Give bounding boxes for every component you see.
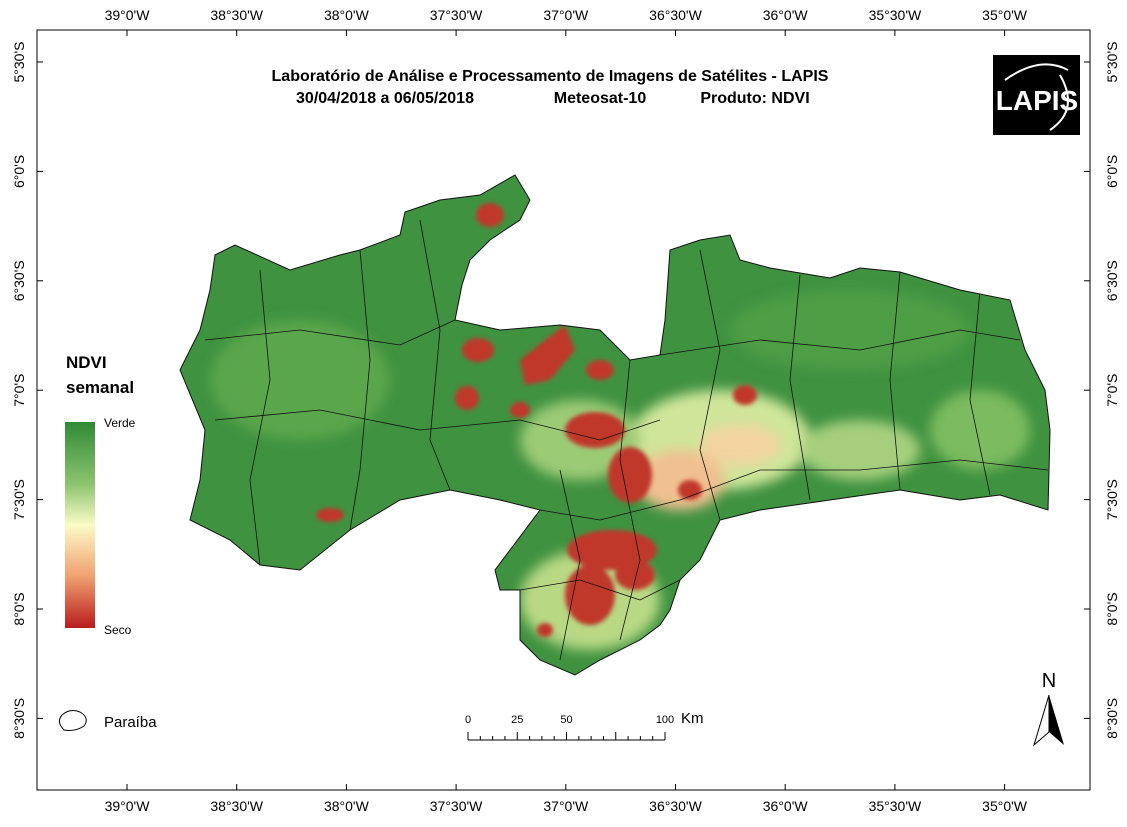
longitude-label: 35°30'W	[869, 798, 922, 814]
latitude-label: 7°30'S	[1104, 479, 1120, 520]
longitude-label: 37°0'W	[543, 798, 589, 814]
map-subtitle: Meteosat-10	[554, 90, 647, 107]
scale-label: 100	[656, 714, 674, 726]
latitude-label: 8°30'S	[1104, 698, 1120, 739]
longitude-label: 36°30'W	[649, 798, 702, 814]
legend-title: NDVI	[66, 353, 107, 372]
latitude-label: 5°30'S	[1104, 42, 1120, 83]
latitude-label: 7°0'S	[1104, 374, 1120, 407]
graticule-labels: 39°0'W 39°0'W 38°30'W 38°30'W 38°0'W 38°0'W 37…	[11, 7, 1120, 814]
legend-title: semanal	[66, 378, 134, 397]
longitude-label: 37°30'W	[430, 798, 483, 814]
scale-bar: 0 25 50 100 Km	[465, 710, 704, 741]
legend-ramp	[65, 422, 95, 628]
latitude-label: 6°0'S	[11, 155, 27, 188]
longitude-label: 35°0'W	[982, 7, 1028, 23]
latitude-label: 6°30'S	[1104, 260, 1120, 301]
map-subtitle: 30/04/2018 a 06/05/2018	[296, 90, 474, 107]
legend-label: Seco	[104, 623, 132, 637]
legend-label: Verde	[104, 416, 136, 430]
longitude-label: 37°0'W	[543, 7, 589, 23]
longitude-label: 36°30'W	[649, 7, 702, 23]
scale-unit: Km	[681, 710, 704, 727]
longitude-label: 38°30'W	[210, 798, 263, 814]
latitude-label: 8°30'S	[11, 698, 27, 739]
graticule-ticks	[37, 30, 1090, 790]
longitude-label: 35°0'W	[982, 798, 1028, 814]
latitude-label: 6°30'S	[11, 260, 27, 301]
longitude-label: 35°30'W	[869, 7, 922, 23]
logo-orbit	[1004, 63, 1069, 131]
longitude-label: 36°0'W	[763, 798, 809, 814]
longitude-label: 39°0'W	[105, 7, 151, 23]
north-label: N	[1042, 670, 1056, 692]
longitude-label: 36°0'W	[763, 7, 809, 23]
latitude-label: 8°0'S	[11, 592, 27, 625]
logo-text: LAPIS	[996, 85, 1078, 116]
north-arrow	[1033, 694, 1050, 747]
scale-label: 0	[465, 714, 471, 726]
scale-label: 25	[511, 714, 523, 726]
longitude-label: 38°0'W	[324, 798, 370, 814]
longitude-label: 38°0'W	[324, 7, 370, 23]
latitude-label: 7°0'S	[11, 374, 27, 407]
north-arrow	[1049, 695, 1064, 745]
longitude-label: 37°30'W	[430, 7, 483, 23]
map-title: Laboratório de Análise e Processamento d…	[272, 68, 829, 85]
latitude-label: 7°30'S	[11, 479, 27, 520]
latitude-label: 8°0'S	[1104, 592, 1120, 625]
boundary-label: Paraíba	[104, 714, 157, 731]
scale-label: 50	[560, 714, 572, 726]
boundary-symbol	[58, 710, 87, 731]
longitude-label: 39°0'W	[105, 798, 151, 814]
longitude-label: 38°30'W	[210, 7, 263, 23]
map-subtitle: Produto: NDVI	[700, 90, 809, 107]
latitude-label: 6°0'S	[1104, 155, 1120, 188]
latitude-label: 5°30'S	[11, 42, 27, 83]
